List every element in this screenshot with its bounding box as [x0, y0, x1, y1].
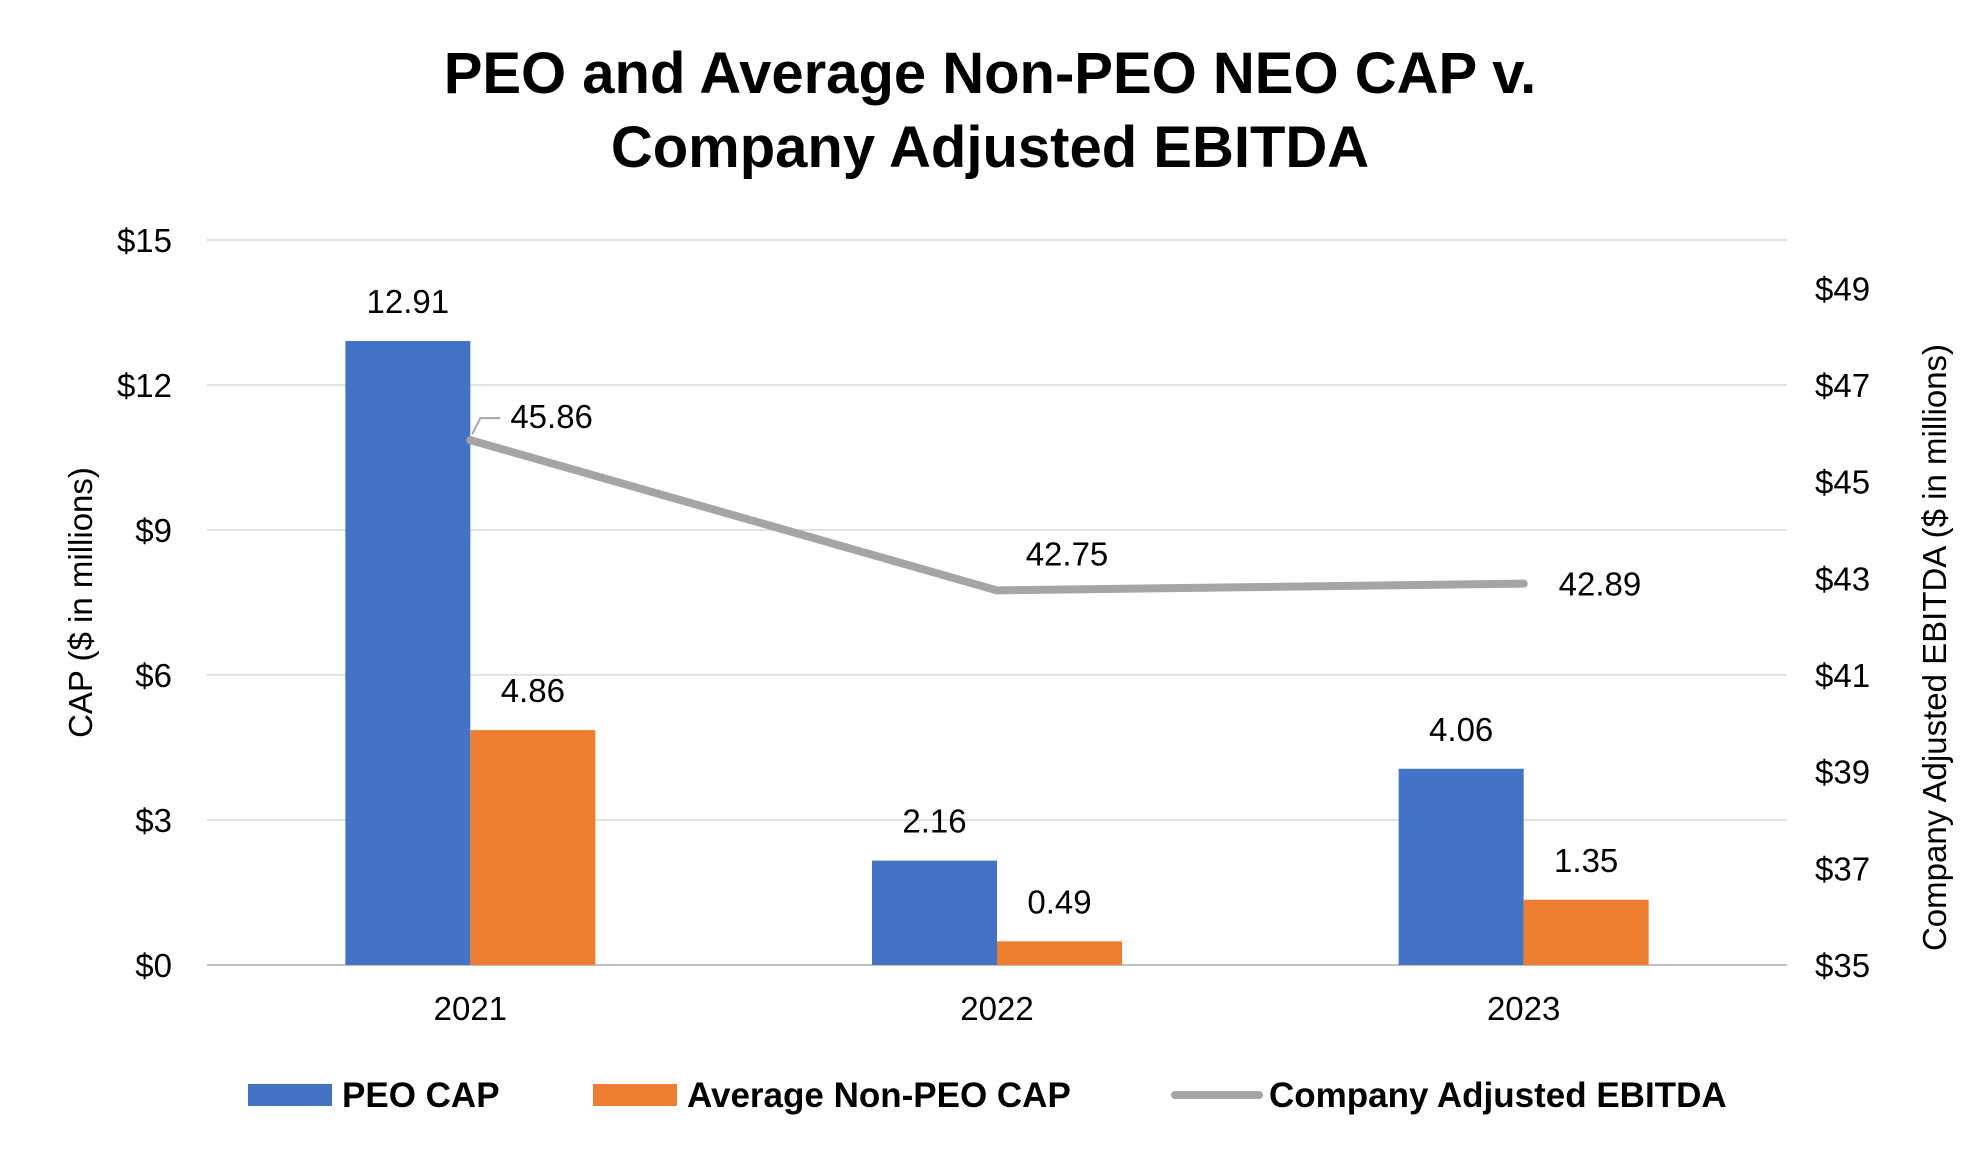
ebitda-point — [466, 436, 475, 445]
bars — [345, 341, 1649, 965]
bar-data-label: 12.91 — [367, 283, 450, 320]
legend-label: PEO CAP — [342, 1076, 500, 1115]
legend-swatch-peo-cap — [248, 1084, 332, 1106]
bar-peo-cap — [1398, 768, 1524, 965]
y2-tick-label: $47 — [1815, 367, 1870, 404]
y2-tick-label: $49 — [1815, 270, 1870, 307]
y-axis-title: CAP ($ in millions) — [62, 467, 99, 738]
y-tick-label: $0 — [135, 947, 172, 984]
bar-data-label: 4.86 — [501, 672, 565, 709]
x-tick-label: 2023 — [1487, 990, 1560, 1027]
data-labels: 12.91 2.16 4.06 4.86 0.49 1.35 45.86 42.75 42.89 — [367, 283, 1642, 920]
line-series — [466, 436, 1528, 595]
y-tick-label: $15 — [117, 222, 172, 259]
chart-title-line-1: PEO and Average Non-PEO NEO CAP v. — [444, 41, 1537, 106]
ebitda-point — [993, 586, 1001, 595]
bar-data-label: 2.16 — [902, 803, 966, 840]
ebitda-point — [1519, 579, 1528, 588]
bar-avg-non-peo-cap — [1523, 899, 1649, 965]
line-data-label: 42.89 — [1559, 566, 1642, 603]
bar-peo-cap — [872, 860, 997, 965]
data-label-leader — [471, 417, 501, 435]
legend-swatch-avg-non-peo-cap — [593, 1084, 677, 1106]
bar-peo-cap — [345, 341, 471, 965]
y2-tick-label: $39 — [1815, 754, 1870, 791]
x-tick-label: 2021 — [434, 990, 507, 1027]
bar-data-label: 4.06 — [1429, 711, 1493, 748]
y2-tick-label: $41 — [1815, 657, 1870, 694]
y2-axis-title: Company Adjusted EBITDA ($ in millions) — [1916, 344, 1953, 951]
y2-tick-label: $37 — [1815, 850, 1870, 887]
x-tick-label: 2022 — [960, 990, 1033, 1027]
bar-data-label: 1.35 — [1554, 842, 1618, 879]
y2-tick-label: $35 — [1815, 947, 1870, 984]
bar-data-label: 0.49 — [1027, 883, 1091, 920]
y-tick-label: $12 — [117, 367, 172, 404]
y2-tick-label: $43 — [1815, 560, 1870, 597]
legend-label: Average Non-PEO CAP — [687, 1076, 1071, 1115]
bar-avg-non-peo-cap — [470, 730, 596, 965]
y-tick-label: $6 — [135, 657, 172, 694]
legend: PEO CAP Average Non-PEO CAP Company Adjust… — [248, 1076, 1727, 1115]
y-tick-label: $3 — [135, 802, 172, 839]
line-data-label: 45.86 — [510, 398, 593, 435]
ebitda-line — [466, 436, 1528, 595]
line-data-label: 42.75 — [1026, 535, 1109, 572]
legend-label: Company Adjusted EBITDA — [1269, 1076, 1727, 1115]
y-tick-label: $9 — [135, 512, 172, 549]
y2-tick-label: $45 — [1815, 464, 1870, 501]
bar-avg-non-peo-cap — [997, 941, 1122, 965]
axes: $0 $3 $6 $9 $12 $15 $35 $37 $39 $41 $43 $45 $47 $49 20… — [62, 222, 1953, 1027]
chart-title-line-2: Company Adjusted EBITDA — [611, 115, 1369, 180]
